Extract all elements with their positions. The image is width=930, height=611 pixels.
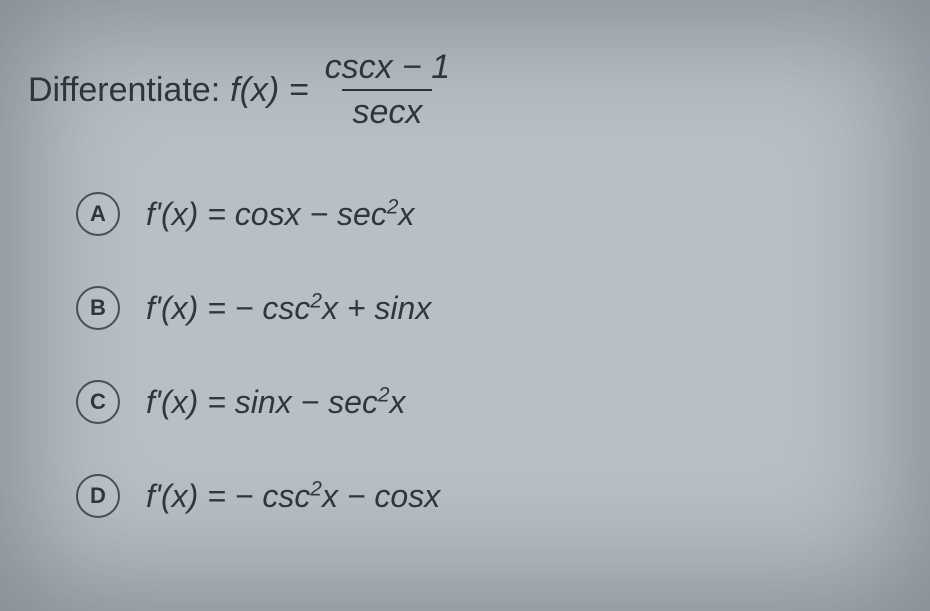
question-prompt: Differentiate: f(x) = cscx − 1 secx bbox=[28, 48, 902, 132]
fraction-numerator: cscx − 1 bbox=[315, 48, 461, 89]
option-badge: B bbox=[76, 286, 120, 330]
option-expression: f'(x) = − csc2x + sinx bbox=[146, 290, 431, 327]
question-fraction: cscx − 1 secx bbox=[315, 48, 461, 132]
option-expression: f'(x) = sinx − sec2x bbox=[146, 384, 406, 421]
option-d[interactable]: D f'(x) = − csc2x − cosx bbox=[76, 474, 902, 518]
answer-options: A f'(x) = cosx − sec2x B f'(x) = − csc2x… bbox=[28, 192, 902, 518]
question-block: Differentiate: f(x) = cscx − 1 secx A f'… bbox=[0, 0, 930, 518]
option-badge: C bbox=[76, 380, 120, 424]
option-badge: D bbox=[76, 474, 120, 518]
question-label: Differentiate: bbox=[28, 71, 220, 110]
question-lhs: f(x) = bbox=[230, 71, 308, 110]
option-expression: f'(x) = cosx − sec2x bbox=[146, 196, 414, 233]
option-expression: f'(x) = − csc2x − cosx bbox=[146, 478, 440, 515]
option-a[interactable]: A f'(x) = cosx − sec2x bbox=[76, 192, 902, 236]
option-badge: A bbox=[76, 192, 120, 236]
option-b[interactable]: B f'(x) = − csc2x + sinx bbox=[76, 286, 902, 330]
option-c[interactable]: C f'(x) = sinx − sec2x bbox=[76, 380, 902, 424]
fraction-denominator: secx bbox=[342, 89, 432, 132]
